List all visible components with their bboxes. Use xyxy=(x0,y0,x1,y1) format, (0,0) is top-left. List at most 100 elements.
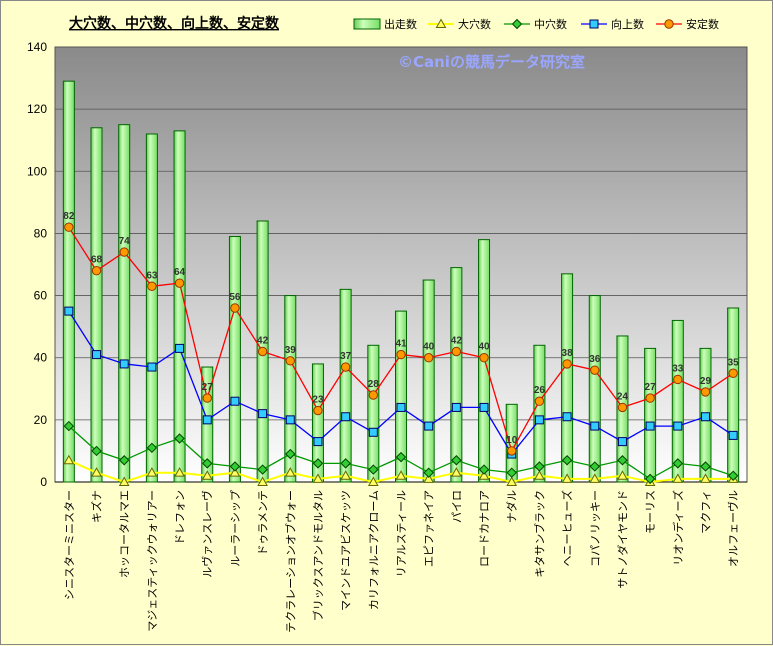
point-2-14 xyxy=(451,402,461,412)
point-1-15 xyxy=(478,464,490,475)
gridlines xyxy=(55,46,747,421)
point-2-13 xyxy=(424,421,434,431)
x-tick-label-15: ロードカナロア xyxy=(478,490,491,567)
bar-21 xyxy=(644,347,657,483)
y-tick-label: 60 xyxy=(34,289,48,303)
point-0-1 xyxy=(91,467,102,477)
x-tick-label-24: オルフェーヴル xyxy=(726,490,740,567)
data-label-7: 42 xyxy=(257,336,269,347)
x-tick-label-1: キズナ xyxy=(90,490,104,523)
legend-label-3: 向上数 xyxy=(611,17,644,31)
point-2-6 xyxy=(230,396,240,406)
series-3 xyxy=(64,222,738,456)
x-tick-label-19: コパノリッキー xyxy=(589,490,602,567)
bar-22 xyxy=(671,319,684,483)
series-1 xyxy=(63,420,739,485)
point-1-17 xyxy=(534,461,545,472)
data-label-9: 23 xyxy=(312,395,324,406)
x-tick-label-21: モーリス xyxy=(644,490,657,534)
x-tick-label-3: マジェスティックウォリアー xyxy=(146,490,159,632)
bar-14 xyxy=(450,267,463,483)
data-label-13: 40 xyxy=(423,342,435,353)
x-tick-label-8: テクラレーションオブウォー xyxy=(283,490,297,633)
legend-item-1: 大穴数 xyxy=(428,17,491,31)
point-2-20 xyxy=(617,437,627,447)
point-2-11 xyxy=(368,427,378,437)
y-tick-label: 120 xyxy=(27,102,47,116)
point-3-21 xyxy=(645,393,655,403)
x-tick-label-14: パイロ xyxy=(450,490,463,523)
series-2 xyxy=(64,306,738,459)
point-3-19 xyxy=(590,365,600,375)
point-0-7 xyxy=(257,476,268,486)
point-1-6 xyxy=(229,461,241,472)
data-label-1: 68 xyxy=(91,255,103,266)
x-tick-label-11: カリフォルニアクローム xyxy=(367,490,380,610)
point-1-3 xyxy=(146,442,158,454)
x-tick-label-7: ドゥラメンテ xyxy=(257,490,270,556)
data-label-19: 36 xyxy=(589,354,601,365)
point-1-18 xyxy=(561,455,573,466)
bar-5 xyxy=(201,366,214,483)
point-3-1 xyxy=(91,266,102,276)
y-tick-label: 140 xyxy=(27,40,47,54)
point-1-16 xyxy=(506,467,517,478)
point-3-9 xyxy=(313,405,323,416)
point-1-4 xyxy=(174,433,185,444)
x-tick-label-17: キタサンブラック xyxy=(532,490,546,578)
data-label-22: 33 xyxy=(672,363,684,374)
legend-marker-2 xyxy=(511,18,523,30)
point-3-20 xyxy=(617,402,628,413)
point-0-23 xyxy=(700,473,711,483)
point-1-23 xyxy=(700,461,711,472)
point-2-1 xyxy=(92,350,102,360)
point-1-21 xyxy=(644,473,656,485)
point-0-3 xyxy=(146,467,158,477)
data-label-2: 74 xyxy=(119,236,131,247)
point-3-11 xyxy=(368,390,379,400)
point-1-10 xyxy=(340,458,351,469)
bar-19 xyxy=(588,295,601,483)
point-1-14 xyxy=(451,455,462,466)
point-2-3 xyxy=(147,362,157,372)
point-0-6 xyxy=(229,467,241,477)
point-3-3 xyxy=(147,281,157,291)
point-2-21 xyxy=(645,421,655,431)
y-tick-label: 20 xyxy=(34,413,48,427)
point-1-13 xyxy=(423,467,434,478)
x-tick-label-13: エピファネイア xyxy=(423,490,436,567)
legend-marker-4 xyxy=(664,19,674,29)
point-2-0 xyxy=(64,306,74,316)
series-0 xyxy=(63,454,739,486)
bar-18 xyxy=(561,273,574,483)
point-3-22 xyxy=(673,374,683,385)
point-2-15 xyxy=(479,402,489,412)
legend-item-4: 安定数 xyxy=(656,17,719,31)
point-2-2 xyxy=(119,359,129,369)
point-0-20 xyxy=(617,470,628,480)
point-0-19 xyxy=(589,473,601,483)
data-label-5: 27 xyxy=(202,382,214,393)
point-0-14 xyxy=(451,467,462,477)
x-tick-label-5: ルヴァンスレーヴ xyxy=(200,490,214,578)
bar-17 xyxy=(533,344,546,483)
point-1-7 xyxy=(257,464,268,475)
y-axis: 0 20 40 60 80 100 120 140 xyxy=(27,40,747,489)
point-2-4 xyxy=(175,343,185,353)
bar-11 xyxy=(367,344,380,483)
data-label-17: 26 xyxy=(534,385,546,396)
legend-marker-1 xyxy=(435,18,447,28)
legend-label-1: 大穴数 xyxy=(458,17,491,31)
point-3-5 xyxy=(202,393,212,403)
bar-10 xyxy=(339,288,352,483)
point-0-9 xyxy=(312,473,324,483)
point-2-18 xyxy=(562,412,572,422)
legend: 出走数 大穴数 中穴数 向上数 安定数 xyxy=(353,17,719,31)
data-label-23: 29 xyxy=(700,376,712,387)
data-label-20: 24 xyxy=(617,391,629,402)
legend-label-4: 安定数 xyxy=(686,17,719,31)
data-label-14: 42 xyxy=(451,336,463,347)
data-label-21: 27 xyxy=(645,382,657,393)
